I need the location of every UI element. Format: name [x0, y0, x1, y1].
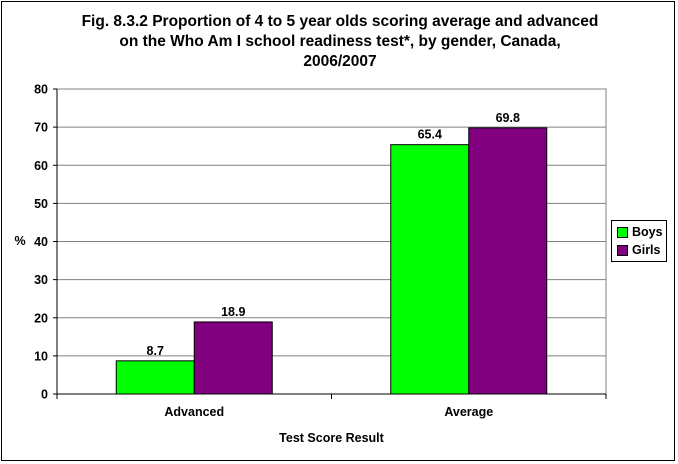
y-tick-label: 70 [34, 121, 48, 135]
legend-label-girls: Girls [632, 243, 661, 257]
y-tick-label: 50 [34, 197, 48, 211]
chart-title-line-1: Fig. 8.3.2 Proportion of 4 to 5 year old… [81, 13, 599, 30]
y-tick-label: 0 [41, 388, 48, 402]
legend-swatch-boys [617, 226, 628, 238]
bar-girls [468, 127, 548, 395]
y-tick-label: 10 [34, 349, 48, 363]
x-axis-title: Test Score Result [279, 431, 385, 445]
y-axis-title: % [14, 234, 25, 248]
legend-item-girls: Girls [617, 241, 666, 259]
bar-boys [115, 360, 195, 395]
y-tick-label: 60 [34, 159, 48, 173]
y-tick-label: 20 [34, 311, 48, 325]
y-tick-label: 40 [34, 235, 48, 249]
x-tick-label: Advanced [164, 405, 224, 419]
legend-swatch-girls [617, 244, 628, 256]
legend-item-boys: Boys [617, 223, 666, 241]
data-label: 65.4 [418, 128, 442, 142]
data-label: 8.7 [147, 344, 164, 358]
legend: Boys Girls [611, 220, 667, 262]
bar-boys [390, 144, 470, 395]
legend-label-boys: Boys [632, 225, 663, 239]
chart-title-line-3: 2006/2007 [303, 53, 377, 70]
y-tick-label: 80 [34, 83, 48, 97]
chart-title: Fig. 8.3.2 Proportion of 4 to 5 year old… [40, 12, 640, 72]
chart-title-line-2: on the Who Am I school readiness test*, … [119, 33, 561, 50]
bar-girls [193, 321, 273, 395]
data-label: 69.8 [496, 111, 520, 125]
y-tick-label: 30 [34, 273, 48, 287]
data-label: 18.9 [221, 305, 245, 319]
x-tick-label: Average [444, 405, 493, 419]
